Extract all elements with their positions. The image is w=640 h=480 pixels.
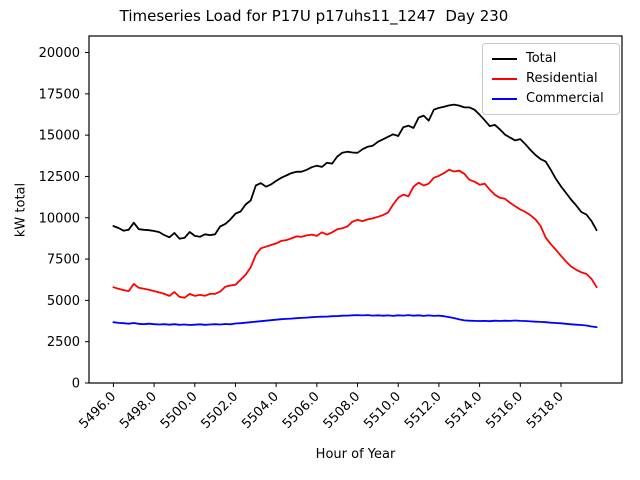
chart-title: Timeseries Load for P17U p17uhs11_1247 D… bbox=[119, 7, 509, 25]
x-tick-label: 5504.0 bbox=[239, 389, 282, 432]
y-tick-label: 12500 bbox=[39, 170, 80, 185]
axes-frame bbox=[88, 35, 623, 384]
y-tick-label: 10000 bbox=[39, 211, 80, 226]
x-tick-label: 5506.0 bbox=[280, 389, 323, 432]
x-tick-label: 5508.0 bbox=[321, 389, 364, 432]
x-tick-label: 5502.0 bbox=[199, 389, 242, 432]
y-tick-label: 2500 bbox=[47, 335, 80, 350]
y-tick-label: 5000 bbox=[47, 294, 80, 309]
y-axis-label: kW total bbox=[13, 182, 29, 238]
y-tick-label: 7500 bbox=[47, 253, 80, 268]
legend-line-sample-total bbox=[492, 58, 517, 60]
x-tick-label: 5496.0 bbox=[76, 389, 119, 432]
legend-label-residential: Residential bbox=[526, 71, 598, 86]
x-tick-label: 5500.0 bbox=[158, 389, 201, 432]
series-line-commercial bbox=[112, 314, 598, 329]
legend-line-sample-residential bbox=[492, 78, 517, 80]
legend: Total Residential Commercial bbox=[482, 43, 620, 115]
y-tick-label: 17500 bbox=[39, 87, 80, 102]
legend-entry-total: Total bbox=[492, 49, 611, 69]
legend-entry-residential: Residential bbox=[492, 69, 611, 89]
legend-line-sample-commercial bbox=[492, 98, 517, 100]
legend-entry-commercial: Commercial bbox=[492, 89, 611, 109]
x-tick-label: 5512.0 bbox=[402, 389, 445, 432]
legend-label-commercial: Commercial bbox=[526, 91, 604, 106]
y-tick-label: 0 bbox=[72, 377, 80, 392]
series-line-residential bbox=[112, 168, 598, 299]
x-tick-label: 5514.0 bbox=[443, 389, 486, 432]
x-tick-label: 5510.0 bbox=[361, 389, 404, 432]
x-tick-label: 5518.0 bbox=[524, 389, 567, 432]
x-tick-label: 5498.0 bbox=[117, 389, 160, 432]
legend-label-total: Total bbox=[526, 51, 557, 66]
x-axis-label: Hour of Year bbox=[315, 447, 396, 462]
y-tick-label: 15000 bbox=[39, 129, 80, 144]
y-tick-label: 20000 bbox=[39, 46, 80, 61]
series-line-total bbox=[112, 103, 598, 240]
x-tick-label: 5516.0 bbox=[483, 389, 526, 432]
